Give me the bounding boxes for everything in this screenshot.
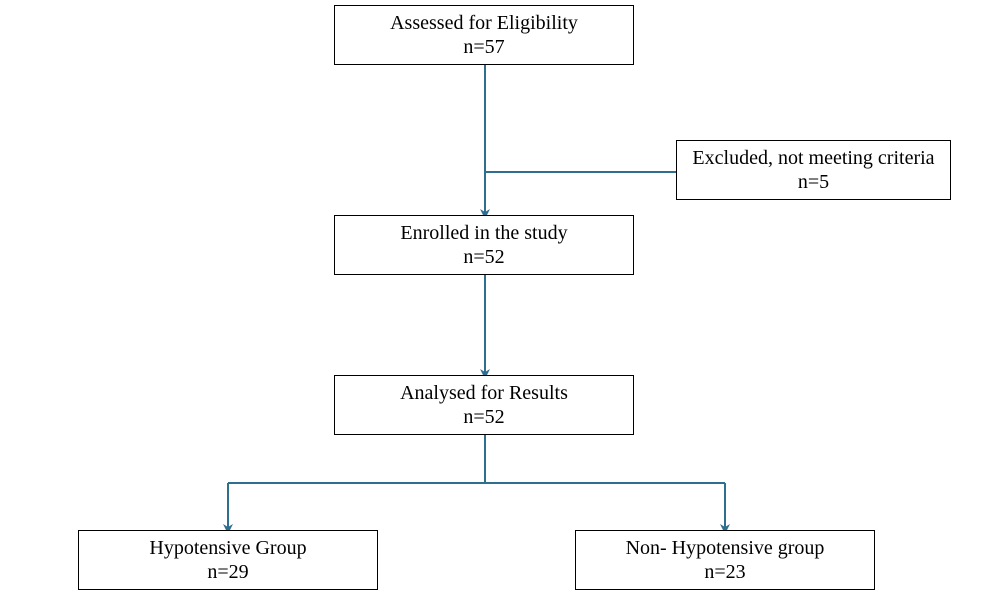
node-count: n=57 bbox=[463, 35, 504, 59]
node-count: n=52 bbox=[463, 405, 504, 429]
node-label: Assessed for Eligibility bbox=[390, 11, 578, 35]
flowchart-node-assessed: Assessed for Eligibilityn=57 bbox=[334, 5, 634, 65]
node-count: n=5 bbox=[798, 170, 829, 194]
node-label: Non- Hypotensive group bbox=[626, 536, 825, 560]
flowchart-node-nonhypo: Non- Hypotensive groupn=23 bbox=[575, 530, 875, 590]
flowchart-edges bbox=[0, 0, 986, 612]
node-label: Hypotensive Group bbox=[149, 536, 306, 560]
node-count: n=52 bbox=[463, 245, 504, 269]
node-count: n=23 bbox=[704, 560, 745, 584]
node-label: Excluded, not meeting criteria bbox=[692, 146, 934, 170]
flowchart-node-hypo: Hypotensive Groupn=29 bbox=[78, 530, 378, 590]
node-count: n=29 bbox=[207, 560, 248, 584]
node-label: Enrolled in the study bbox=[400, 221, 567, 245]
flowchart-canvas: Assessed for Eligibilityn=57 Excluded, no… bbox=[0, 0, 986, 612]
flowchart-node-excluded: Excluded, not meeting criterian=5 bbox=[676, 140, 951, 200]
flowchart-node-enrolled: Enrolled in the studyn=52 bbox=[334, 215, 634, 275]
flowchart-node-analysed: Analysed for Resultsn=52 bbox=[334, 375, 634, 435]
node-label: Analysed for Results bbox=[400, 381, 568, 405]
